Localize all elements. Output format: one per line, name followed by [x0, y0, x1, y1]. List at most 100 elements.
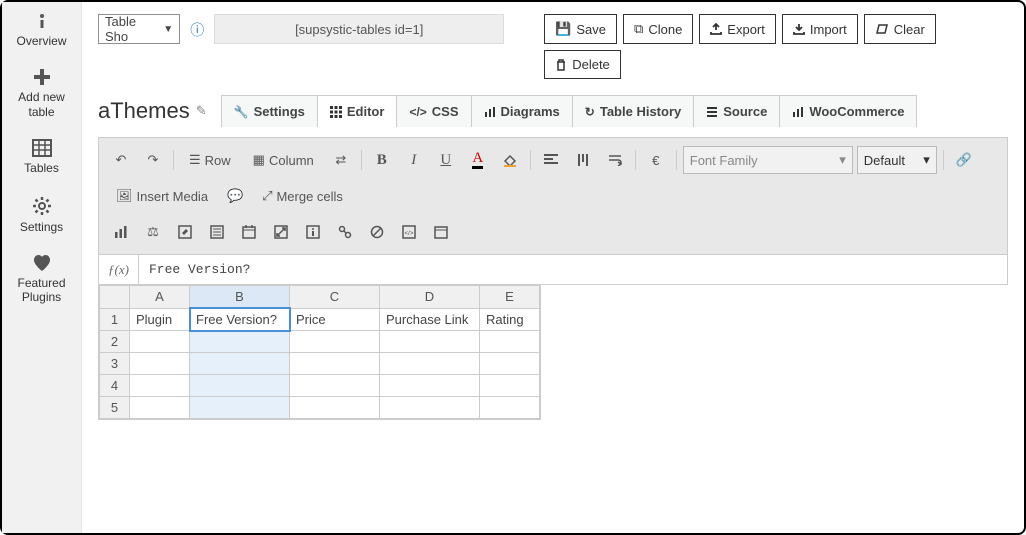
balance-tool-button[interactable]: ⚖	[139, 218, 167, 246]
cell[interactable]: Price	[290, 308, 380, 331]
select-all-corner[interactable]	[100, 286, 130, 309]
cell[interactable]	[380, 353, 480, 375]
undo-button[interactable]: ↶	[107, 146, 135, 174]
col-header-e[interactable]: E	[480, 286, 540, 309]
cell[interactable]	[190, 397, 290, 419]
row-header[interactable]: 1	[100, 308, 130, 331]
insert-media-button[interactable]: 🖼Insert Media	[107, 182, 217, 210]
info-tool-button[interactable]	[299, 218, 327, 246]
cell[interactable]	[480, 353, 540, 375]
align-left-button[interactable]	[537, 146, 565, 174]
align-top-button[interactable]	[569, 146, 597, 174]
currency-button[interactable]: €	[642, 146, 670, 174]
chart-tool-button[interactable]	[107, 218, 135, 246]
column-menu[interactable]: ▦Column	[244, 146, 323, 174]
row-header[interactable]: 5	[100, 397, 130, 419]
swap-button[interactable]: ⇄	[327, 146, 355, 174]
tab-source[interactable]: Source	[693, 95, 780, 127]
tab-woocommerce[interactable]: WooCommerce	[779, 95, 917, 127]
cell[interactable]	[290, 397, 380, 419]
link-button[interactable]: 🔗	[950, 146, 978, 174]
chart-icon	[792, 106, 804, 118]
cell[interactable]: Rating	[480, 308, 540, 331]
expand-tool-button[interactable]	[267, 218, 295, 246]
cell[interactable]	[480, 375, 540, 397]
tab-editor[interactable]: Editor	[317, 95, 398, 127]
font-family-select[interactable]: Font Family▾	[683, 146, 853, 174]
underline-button[interactable]: U	[432, 146, 460, 174]
info-tooltip-icon[interactable]: ⓘ	[190, 20, 204, 40]
sidebar-item-add-new-table[interactable]: Add new table	[2, 58, 81, 129]
cell[interactable]	[190, 331, 290, 353]
size-value: Default	[864, 153, 905, 168]
tab-history[interactable]: ↻Table History	[572, 95, 694, 127]
cell[interactable]: Purchase Link	[380, 308, 480, 331]
edit-title-icon[interactable]: ✎	[196, 103, 207, 119]
row-header[interactable]: 3	[100, 353, 130, 375]
cell[interactable]	[190, 353, 290, 375]
block-tool-button[interactable]	[363, 218, 391, 246]
merge-cells-button[interactable]: ⤢Merge cells	[253, 182, 352, 210]
cell[interactable]: Plugin	[130, 308, 190, 331]
export-button[interactable]: Export	[699, 14, 776, 44]
sidebar-item-settings[interactable]: Settings	[2, 186, 81, 244]
date-tool-button[interactable]	[427, 218, 455, 246]
tab-label: Editor	[347, 104, 385, 119]
import-button[interactable]: Import	[782, 14, 858, 44]
trash-icon	[555, 59, 567, 71]
shortcode-type-select[interactable]: Table Sho ▼	[98, 14, 180, 44]
clone-button[interactable]: ⧉Clone	[623, 14, 693, 44]
cell[interactable]	[290, 375, 380, 397]
chevron-down-icon: ▼	[163, 24, 173, 35]
cell[interactable]	[130, 331, 190, 353]
cell[interactable]	[130, 397, 190, 419]
cell[interactable]	[290, 331, 380, 353]
connect-tool-button[interactable]	[331, 218, 359, 246]
history-icon: ↻	[585, 105, 595, 119]
cell[interactable]	[380, 331, 480, 353]
cell[interactable]	[190, 375, 290, 397]
clear-button[interactable]: Clear	[864, 14, 936, 44]
expand-icon: ⤢	[262, 188, 272, 204]
formula-input[interactable]: Free Version?	[139, 262, 260, 277]
col-header-c[interactable]: C	[290, 286, 380, 309]
col-header-d[interactable]: D	[380, 286, 480, 309]
cell[interactable]	[480, 397, 540, 419]
col-header-b[interactable]: B	[190, 286, 290, 309]
cell-selected[interactable]: Free Version?	[190, 308, 290, 331]
row-header[interactable]: 4	[100, 375, 130, 397]
italic-button[interactable]: I	[400, 146, 428, 174]
delete-button[interactable]: Delete	[544, 50, 621, 79]
list-tool-button[interactable]	[203, 218, 231, 246]
text-color-button[interactable]: A	[464, 146, 492, 174]
fill-color-button[interactable]	[496, 146, 524, 174]
cell[interactable]	[380, 397, 480, 419]
tab-settings[interactable]: 🔧Settings	[221, 95, 318, 127]
edit-tool-button[interactable]	[171, 218, 199, 246]
sidebar-item-overview[interactable]: Overview	[2, 2, 81, 58]
html-tool-button[interactable]: </>	[395, 218, 423, 246]
comment-button[interactable]: 💬	[221, 182, 249, 210]
wrap-button[interactable]	[601, 146, 629, 174]
tab-css[interactable]: </>CSS	[396, 95, 471, 127]
row-menu[interactable]: ☰Row	[180, 146, 240, 174]
save-button[interactable]: 💾Save	[544, 14, 617, 44]
bold-button[interactable]: B	[368, 146, 396, 174]
shortcode-display[interactable]: [supsystic-tables id=1]	[214, 14, 504, 44]
row-header[interactable]: 2	[100, 331, 130, 353]
tab-diagrams[interactable]: Diagrams	[471, 95, 573, 127]
cell[interactable]	[130, 353, 190, 375]
sidebar-item-featured-plugins[interactable]: Featured Plugins	[2, 244, 81, 315]
col-header-a[interactable]: A	[130, 286, 190, 309]
select-value: Table Sho	[105, 14, 161, 44]
cell[interactable]	[290, 353, 380, 375]
cell[interactable]	[480, 331, 540, 353]
calendar-tool-button[interactable]	[235, 218, 263, 246]
grid-icon	[330, 106, 342, 118]
cell[interactable]	[130, 375, 190, 397]
cell[interactable]	[380, 375, 480, 397]
fx-label: ƒ(x)	[99, 255, 139, 284]
font-size-select[interactable]: Default▾	[857, 146, 937, 174]
sidebar-item-tables[interactable]: Tables	[2, 129, 81, 185]
redo-button[interactable]: ↷	[139, 146, 167, 174]
